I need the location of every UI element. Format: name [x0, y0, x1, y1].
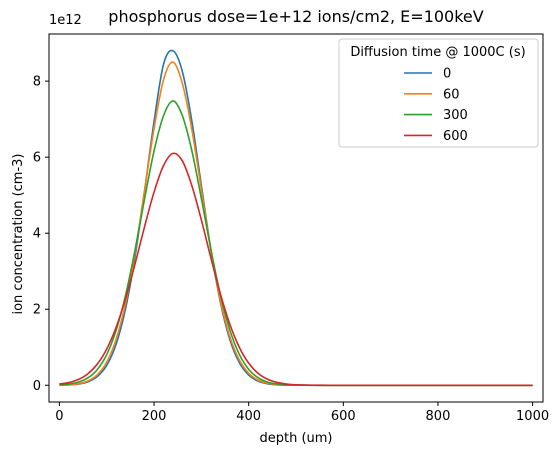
legend: Diffusion time @ 1000C (s) 0 60 300 600: [338, 38, 539, 148]
axes-frame: [48, 33, 544, 403]
x-tick-label: 200: [142, 409, 167, 424]
series-layer: [59, 49, 533, 387]
legend-label-60: 60: [443, 87, 460, 102]
legend-label-600: 600: [443, 129, 468, 144]
y-tick-label: 8: [33, 75, 41, 90]
y-axis-label: ion concentration (cm-3): [11, 153, 26, 314]
y-tick-label: 2: [33, 303, 41, 318]
y-tick-label: 0: [33, 379, 41, 394]
y-multiplier-label: 1e12: [49, 13, 82, 28]
legend-label-300: 300: [443, 108, 468, 123]
legend-box: [338, 38, 539, 148]
x-tick-label: 400: [236, 409, 261, 424]
ticks-layer: 0 200 400 600 800 1000 0 2 4 6 8: [33, 75, 549, 424]
y-tick-label: 6: [33, 151, 41, 166]
x-tick-label: 600: [331, 409, 356, 424]
x-tick-label: 0: [55, 409, 63, 424]
chart-title: phosphorus dose=1e+12 ions/cm2, E=100keV: [108, 7, 483, 26]
y-tick-label: 4: [33, 227, 41, 242]
x-axis-label: depth (um): [259, 431, 332, 446]
legend-label-0: 0: [443, 67, 451, 82]
series-line-600: [59, 152, 533, 387]
legend-title: Diffusion time @ 1000C (s): [350, 45, 525, 60]
x-tick-label: 800: [426, 409, 451, 424]
x-tick-label: 1000: [516, 409, 549, 424]
